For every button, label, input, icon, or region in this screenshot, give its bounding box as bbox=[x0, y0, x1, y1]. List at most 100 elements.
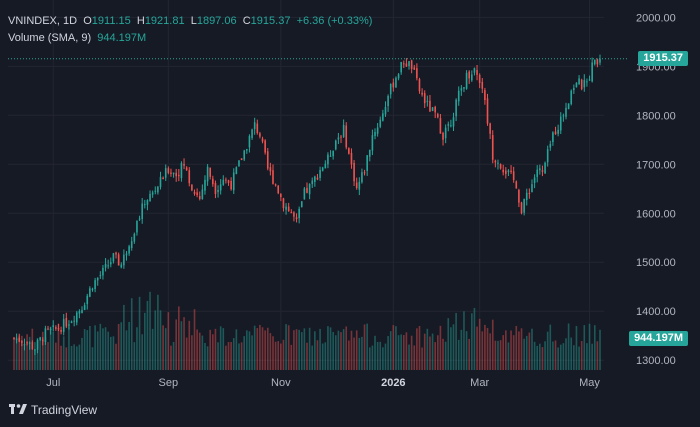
candle-body bbox=[104, 263, 107, 268]
tradingview-logo[interactable]: TradingView bbox=[9, 403, 97, 417]
y-tick-label: 1500.00 bbox=[636, 257, 676, 269]
candle-body bbox=[31, 342, 34, 350]
candle-body bbox=[431, 107, 434, 112]
volume-bar bbox=[36, 337, 39, 370]
volume-bar bbox=[280, 343, 282, 370]
candle-body bbox=[573, 88, 575, 91]
candle-body bbox=[159, 176, 162, 187]
volume-bar bbox=[170, 345, 172, 370]
volume-bar bbox=[573, 345, 575, 370]
volume-bar bbox=[253, 325, 256, 370]
price-chart[interactable]: 2000.001900.001800.001700.001600.001500.… bbox=[0, 0, 700, 397]
volume-bar bbox=[128, 322, 130, 370]
candle-body bbox=[23, 344, 26, 346]
volume-bar bbox=[489, 333, 491, 370]
volume-bar bbox=[423, 333, 426, 370]
candle-body bbox=[287, 206, 290, 212]
volume-bar bbox=[261, 327, 264, 370]
volume-bar bbox=[518, 331, 520, 370]
candle-body bbox=[60, 330, 62, 332]
volume-bar bbox=[379, 341, 382, 370]
volume-bar bbox=[363, 324, 366, 370]
volume-bar bbox=[554, 340, 557, 370]
candle-body bbox=[151, 192, 154, 195]
y-tick-label: 1800.00 bbox=[636, 110, 676, 122]
candle-body bbox=[429, 100, 431, 112]
candle-body bbox=[259, 133, 261, 137]
volume-bar bbox=[138, 296, 141, 370]
candle-body bbox=[34, 349, 36, 351]
candle-body bbox=[316, 177, 319, 180]
volume-bar bbox=[272, 336, 274, 370]
legend-interval[interactable]: 1D bbox=[63, 15, 78, 27]
volume-bar bbox=[505, 330, 507, 370]
volume-bar bbox=[531, 328, 533, 370]
volume-bar bbox=[311, 345, 314, 370]
volume-bar bbox=[557, 347, 559, 370]
volume-bar bbox=[235, 329, 238, 370]
volume-bar bbox=[18, 335, 21, 370]
legend-open-label: O bbox=[83, 15, 92, 27]
candle-body bbox=[387, 95, 389, 107]
volume-bar bbox=[447, 318, 450, 370]
candle-body bbox=[306, 187, 308, 193]
candle-body bbox=[374, 131, 376, 137]
candle-body bbox=[327, 154, 329, 165]
volume-bar bbox=[408, 344, 410, 370]
volume-bar bbox=[55, 342, 57, 370]
volume-bar bbox=[277, 341, 280, 370]
volume-bar bbox=[471, 313, 473, 370]
volume-bar bbox=[246, 330, 248, 370]
volume-bar bbox=[421, 347, 423, 370]
candle-body bbox=[455, 99, 457, 117]
candle-body bbox=[444, 127, 447, 139]
candle-body bbox=[204, 179, 206, 191]
volume-bar bbox=[444, 341, 447, 370]
volume-bar bbox=[596, 341, 599, 370]
candle-body bbox=[303, 188, 306, 200]
candle-body bbox=[368, 149, 371, 157]
volume-bar bbox=[75, 346, 78, 370]
candle-body bbox=[421, 92, 423, 95]
candle-body bbox=[300, 201, 303, 208]
volume-bar bbox=[65, 347, 68, 370]
candle-body bbox=[308, 183, 311, 195]
volume-bar bbox=[149, 291, 151, 370]
volume-bar bbox=[162, 325, 164, 370]
volume-bar bbox=[23, 344, 26, 370]
candle-body bbox=[266, 151, 269, 169]
candle-body bbox=[520, 202, 523, 214]
volume-bar bbox=[355, 330, 358, 370]
candle-body bbox=[225, 179, 227, 181]
candle-body bbox=[539, 168, 541, 171]
x-tick-label: Jul bbox=[46, 377, 60, 389]
volume-bar bbox=[507, 342, 510, 370]
volume-bar bbox=[429, 336, 431, 370]
candle-body bbox=[136, 220, 138, 233]
x-axis[interactable]: Jul Sep Nov 2026 Mar May bbox=[46, 377, 600, 389]
candle-body bbox=[18, 337, 21, 342]
legend-symbol[interactable]: VNINDEX bbox=[8, 15, 57, 27]
candle-body bbox=[196, 192, 198, 196]
volume-bar bbox=[588, 323, 591, 370]
volume-bar bbox=[222, 328, 225, 370]
candle-body bbox=[471, 74, 473, 81]
candle-body bbox=[68, 324, 70, 326]
candle-body bbox=[439, 118, 442, 134]
candle-body bbox=[102, 267, 104, 276]
legend-volume-label[interactable]: Volume (SMA, 9) bbox=[8, 32, 92, 44]
candle-body bbox=[240, 158, 243, 160]
volume-bar bbox=[392, 325, 395, 370]
candle-body bbox=[201, 189, 204, 200]
volume-bar bbox=[49, 326, 52, 370]
candle-body bbox=[541, 170, 544, 172]
volume-bar bbox=[70, 345, 73, 370]
y-tick-label: 2000.00 bbox=[636, 12, 676, 24]
volume-bar bbox=[196, 329, 198, 370]
volume-bar bbox=[436, 335, 439, 370]
volume-bar bbox=[418, 325, 421, 370]
x-tick-label: Mar bbox=[470, 377, 489, 389]
candle-body bbox=[366, 155, 368, 172]
candle-body bbox=[235, 167, 238, 175]
